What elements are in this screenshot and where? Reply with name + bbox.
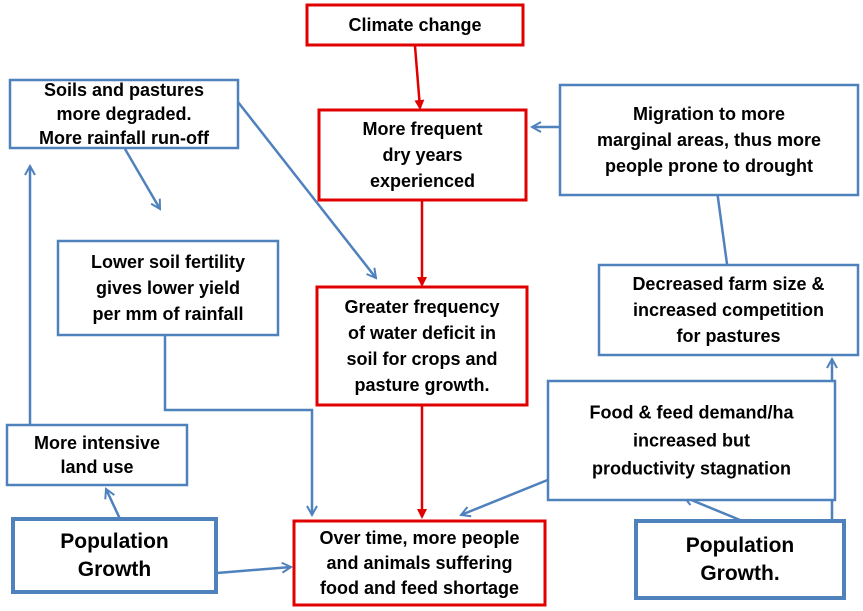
- node-box: [292, 519, 547, 607]
- node-label: Lower soil fertility: [91, 252, 245, 272]
- node-label: More intensive: [34, 433, 160, 453]
- node-label: More frequent: [362, 119, 482, 139]
- arrow: [237, 101, 376, 278]
- node-label: More rainfall run-off: [39, 128, 210, 148]
- arrow: [106, 489, 122, 520]
- node-label: dry years: [382, 145, 462, 165]
- node-label: land use: [60, 457, 133, 477]
- node-box: [305, 3, 525, 47]
- node-box: [558, 83, 860, 197]
- arrow: [461, 475, 556, 515]
- node-box: [56, 239, 280, 337]
- node-label: Greater frequency: [344, 297, 499, 317]
- node-label: soil for crops and: [346, 349, 497, 369]
- node-label: increased but: [633, 430, 750, 450]
- node-label: for pastures: [676, 326, 780, 346]
- node-label: productivity stagnation: [592, 458, 791, 478]
- node-box: [634, 519, 846, 600]
- node-label: Over time, more people: [319, 528, 519, 548]
- node-box: [597, 263, 860, 357]
- node-box: [5, 423, 189, 487]
- node-label: people prone to drought: [605, 156, 813, 176]
- node-label: increased competition: [633, 300, 824, 320]
- node-label: gives lower yield: [96, 278, 240, 298]
- node-label: pasture growth.: [354, 375, 489, 395]
- node-label: more degraded.: [56, 104, 191, 124]
- node-box: [11, 517, 218, 594]
- node-label: of water deficit in: [348, 323, 496, 343]
- node-box: [546, 379, 837, 502]
- node-label: Climate change: [348, 15, 481, 35]
- node-label: per mm of rainfall: [92, 304, 243, 324]
- node-label: and animals suffering: [326, 553, 512, 573]
- arrow: [413, 45, 425, 110]
- node-label: food and feed shortage: [320, 578, 519, 598]
- node-label: experienced: [370, 171, 475, 191]
- arrow: [163, 336, 312, 515]
- node-label: Population: [686, 534, 795, 557]
- node-label: Food & feed demand/ha: [589, 402, 794, 422]
- node-box: [8, 78, 240, 150]
- node-box: [317, 108, 528, 202]
- node-label: Soils and pastures: [44, 80, 204, 100]
- node-label: Growth.: [700, 562, 779, 585]
- node-label: Migration to more: [633, 104, 785, 124]
- node-label: Growth: [78, 558, 152, 581]
- node-label: Population: [60, 530, 169, 553]
- arrow: [123, 148, 162, 209]
- node-box: [315, 285, 529, 407]
- node-label: Decreased farm size &: [632, 274, 824, 294]
- arrow: [216, 567, 291, 575]
- node-label: marginal areas, thus more: [597, 130, 821, 150]
